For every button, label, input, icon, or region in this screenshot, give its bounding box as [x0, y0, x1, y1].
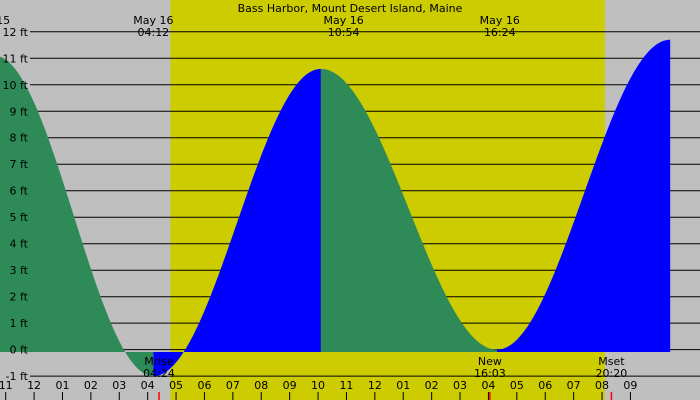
y-tick-label: 2 ft: [10, 291, 29, 304]
hour-tick-label: 05: [169, 379, 183, 392]
event-name-label: New: [478, 355, 502, 368]
extreme-time-label: 04:12: [137, 26, 169, 39]
y-tick-label: 6 ft: [10, 185, 29, 198]
hour-tick-label: 07: [226, 379, 240, 392]
hour-tick-label: 04: [141, 379, 155, 392]
y-tick-label: 3 ft: [10, 264, 29, 277]
hour-tick-label: 08: [595, 379, 609, 392]
hour-tick-label: 05: [510, 379, 524, 392]
extreme-time-label: 16:24: [484, 26, 516, 39]
x-axis: 11 12 01 02 03 04 05 06 07 08 09 10 11 12 01 02 03 04 05 06…: [0, 379, 637, 400]
hour-tick-label: 11: [0, 379, 13, 392]
y-tick-label: 7 ft: [10, 158, 29, 171]
y-tick-label: 9 ft: [10, 105, 29, 118]
event-name-label: Mrise: [144, 355, 174, 368]
y-tick-label: 5 ft: [10, 211, 29, 224]
hour-tick-label: 06: [538, 379, 552, 392]
event-time-label: 04:24: [143, 367, 175, 380]
y-tick-label: -1 ft: [6, 370, 29, 383]
tide-areas: [0, 39, 671, 377]
hour-tick-label: 04: [481, 379, 495, 392]
hour-tick-label: 09: [623, 379, 637, 392]
hour-tick-label: 03: [112, 379, 126, 392]
falling-tide-area: [0, 56, 154, 377]
extreme-date-label: May 15: [0, 14, 10, 27]
rising-tide-area: [496, 39, 671, 353]
y-tick-label: 10 ft: [3, 79, 29, 92]
hour-tick-label: 01: [55, 379, 69, 392]
y-axis-labels: -1 ft 0 ft 1 ft 2 ft 3 ft 4 ft 5 ft 6 ft 7 ft 8 f…: [3, 26, 29, 383]
hour-tick-label: 12: [27, 379, 41, 392]
event-time-label: 20:20: [596, 367, 628, 380]
rising-tide-area: [153, 68, 321, 377]
y-tick-label: 11 ft: [3, 52, 29, 65]
hour-tick-label: 12: [368, 379, 382, 392]
y-tick-label: 1 ft: [10, 317, 29, 330]
hour-tick-label: 06: [197, 379, 211, 392]
event-time-label: 16:03: [474, 367, 506, 380]
falling-tide-area: [320, 68, 497, 353]
extreme-time-label: 10:54: [328, 26, 360, 39]
y-tick-label: 0 ft: [10, 344, 29, 357]
y-tick-label: 12 ft: [3, 26, 29, 39]
extreme-date-label: May 16: [133, 14, 173, 27]
hour-tick-label: 03: [453, 379, 467, 392]
hour-tick-label: 09: [283, 379, 297, 392]
hour-tick-label: 10: [311, 379, 325, 392]
hour-tick-label: 02: [425, 379, 439, 392]
y-tick-label: 4 ft: [10, 238, 29, 251]
extreme-date-label: May 16: [480, 14, 520, 27]
hour-tick-label: 11: [339, 379, 353, 392]
hour-tick-label: 02: [84, 379, 98, 392]
hour-tick-label: 01: [396, 379, 410, 392]
event-name-label: Mset: [598, 355, 625, 368]
hour-tick-label: 08: [254, 379, 268, 392]
extreme-date-label: May 16: [323, 14, 363, 27]
hour-tick-label: 07: [567, 379, 581, 392]
chart-title: Bass Harbor, Mount Desert Island, Maine: [238, 2, 463, 15]
y-tick-label: 8 ft: [10, 132, 29, 145]
